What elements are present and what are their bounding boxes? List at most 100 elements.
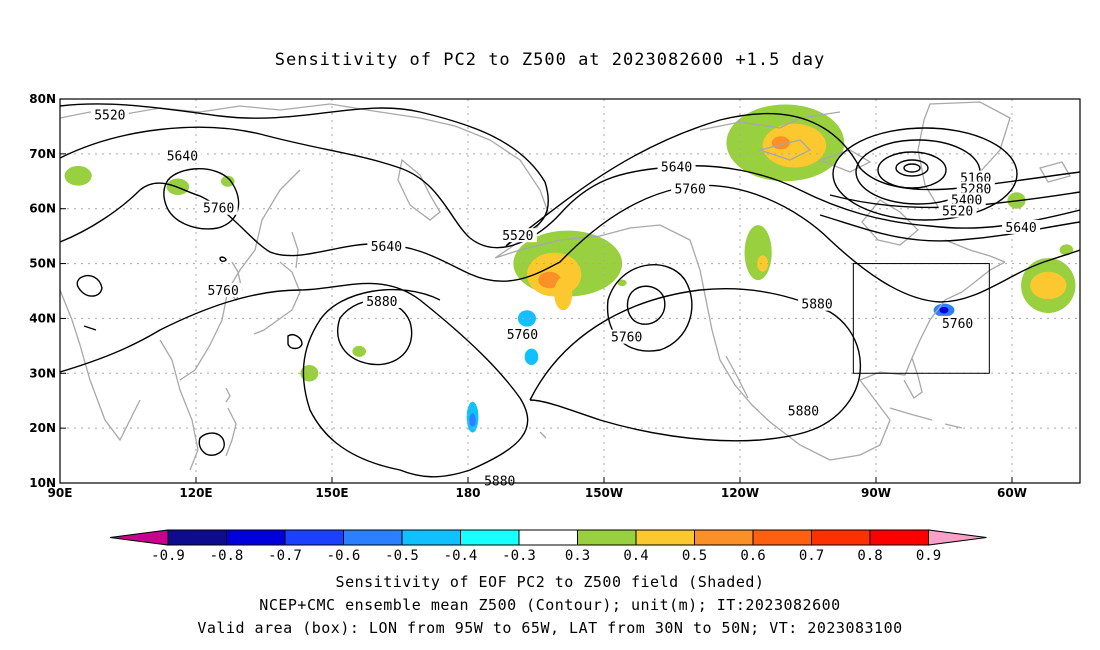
colorbar-bin-4 <box>401 529 461 546</box>
contour-label-bg-7 <box>503 326 542 341</box>
colorbar-bin-2 <box>284 529 344 546</box>
shaded-area-8 <box>744 225 772 281</box>
contour-label-9: 5760 <box>674 183 705 198</box>
plot-frame <box>59 98 1081 484</box>
contour-label-bg-8 <box>657 159 696 174</box>
y-tick-label-3: 40N <box>29 311 56 325</box>
caption-shaded: Sensitivity of EOF PC2 to Z500 field (Sh… <box>335 573 765 591</box>
colorbar-label-10: 0.6 <box>740 548 765 564</box>
contour-label-7: 5760 <box>507 328 538 343</box>
map-title: Sensitivity of PC2 to Z500 at 2023082600… <box>274 50 826 70</box>
contour-label-bg-18 <box>784 403 823 418</box>
y-tick-label-7: 80N <box>29 92 56 106</box>
x-tick-label-5: 120W <box>721 486 759 500</box>
colorbar-label-9: 0.5 <box>682 548 707 564</box>
shaded-area-20 <box>524 348 539 366</box>
shaded-area-17 <box>939 306 949 314</box>
colorbar-bin-12 <box>869 529 929 546</box>
colorbar: -0.9 -0.8 -0.7 -0.6 -0.5 -0.4 -0.3 0.3 0.4 0.5 0.6… <box>109 529 987 564</box>
colorbar-bin-10 <box>752 529 812 546</box>
contour-label-bg-16 <box>1002 219 1041 234</box>
contour-label-bg-2 <box>199 200 238 215</box>
shaded-area-2 <box>220 175 235 187</box>
colorbar-label-5: -0.4 <box>444 548 478 564</box>
colorbar-label-11: 0.7 <box>799 548 824 564</box>
y-axis-ticks: 10N 20N 30N 40N 50N 60N 70N 80N <box>29 92 66 490</box>
colorbar-bin-3 <box>343 529 403 546</box>
caption-contour: NCEP+CMC ensemble mean Z500 (Contour); u… <box>259 596 841 614</box>
contour-label-16: 5640 <box>1005 221 1036 236</box>
y-tick-label-2: 30N <box>29 366 56 380</box>
colorbar-bin-9 <box>694 529 754 546</box>
contour-label-bg-5 <box>362 293 401 308</box>
contour-labels: 5520 5640 5760 5640 5760 5880 5520 5760 5640 5760… <box>90 107 1041 489</box>
shaded-area-7 <box>517 310 537 327</box>
contour-label-19: 5880 <box>484 474 515 489</box>
colorbar-bin-0 <box>167 529 227 546</box>
colorbar-label-3: -0.6 <box>327 548 361 564</box>
x-tick-label-3: 180 <box>455 486 480 500</box>
colorbar-label-6: -0.3 <box>502 548 536 564</box>
contour-label-bg-13 <box>956 181 995 196</box>
contour-label-bg-1 <box>163 148 202 163</box>
valid-area-box <box>852 263 990 374</box>
shaded-area-24 <box>1059 244 1074 256</box>
shaded-area-6 <box>554 277 573 311</box>
x-tick-label-1: 120E <box>179 486 212 500</box>
contour-label-3: 5640 <box>371 240 402 255</box>
shaded-area-11 <box>762 123 827 168</box>
y-tick-label-1: 20N <box>29 421 56 435</box>
colorbar-label-0: -0.9 <box>151 548 185 564</box>
shaded-area-19 <box>469 413 476 427</box>
contour-label-bg-17 <box>938 315 977 330</box>
x-tick-label-2: 150E <box>315 486 348 500</box>
contour-label-bg-0 <box>90 107 129 122</box>
contour-label-10: 5760 <box>611 331 642 346</box>
contour-label-15: 5520 <box>942 204 973 219</box>
contour-label-bg-10 <box>607 329 646 344</box>
contour-label-bg-19 <box>480 473 519 488</box>
y-tick-label-0: 10N <box>29 476 56 490</box>
contour-label-bg-12 <box>956 170 995 185</box>
colorbar-label-13: 0.9 <box>916 548 941 564</box>
y-tick-label-6: 70N <box>29 147 56 161</box>
shaded-area-5 <box>538 271 561 289</box>
x-tick-label-6: 90W <box>861 486 891 500</box>
caption-valid-area: Valid area (box): LON from 95W to 65W, L… <box>197 619 903 637</box>
contour-label-8: 5640 <box>661 161 692 176</box>
x-tick-label-0: 90E <box>48 486 73 500</box>
colorbar-bin-7 <box>577 529 637 546</box>
shaded-area-21 <box>300 365 319 382</box>
shaded-area-22 <box>352 345 367 357</box>
contour-label-bg-4 <box>204 283 243 297</box>
contour-label-2: 5760 <box>203 202 234 217</box>
contour-label-18: 5880 <box>788 405 819 420</box>
shaded-area-13 <box>617 279 627 287</box>
contour-label-4: 5760 <box>208 284 239 299</box>
contour-label-bg-14 <box>947 192 986 207</box>
shaded-area-0 <box>64 165 92 186</box>
contour-label-bg-6 <box>498 228 537 243</box>
contour-label-5: 5880 <box>366 295 397 310</box>
colorbar-label-12: 0.8 <box>857 548 882 564</box>
colorbar-label-7: 0.3 <box>565 548 590 564</box>
colorbar-bin-11 <box>811 529 871 546</box>
y-tick-label-5: 60N <box>29 202 56 216</box>
colorbar-bin-6 <box>518 529 578 546</box>
colorbar-bin-1 <box>226 529 286 546</box>
x-tick-label-7: 60W <box>997 486 1027 500</box>
colorbar-label-4: -0.5 <box>385 548 419 564</box>
colorbar-arrow-right <box>928 529 987 546</box>
colorbar-label-2: -0.7 <box>268 548 302 564</box>
contour-label-bg-15 <box>938 203 977 218</box>
colorbar-bin-8 <box>635 529 695 546</box>
colorbar-label-1: -0.8 <box>210 548 244 564</box>
contour-label-17: 5760 <box>942 317 973 332</box>
contour-label-1: 5640 <box>167 150 198 165</box>
contour-label-6: 5520 <box>502 229 533 244</box>
contour-label-bg-9 <box>671 181 710 196</box>
x-tick-label-4: 150W <box>585 486 623 500</box>
colorbar-arrow-left <box>109 529 169 546</box>
contour-label-0: 5520 <box>94 108 125 123</box>
